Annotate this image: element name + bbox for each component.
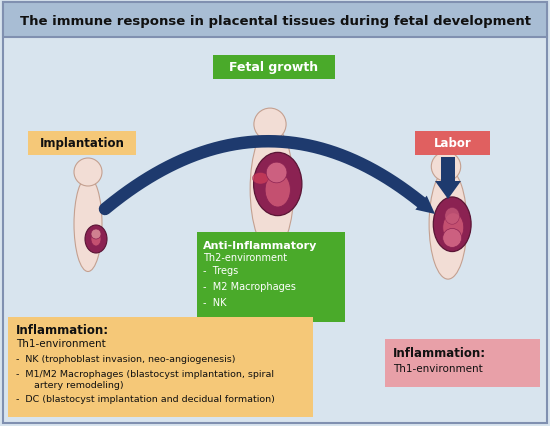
FancyArrow shape: [435, 158, 461, 199]
Text: Th1-environment: Th1-environment: [393, 363, 483, 373]
Text: Inflammation:: Inflammation:: [393, 347, 486, 360]
Text: -  NK (trophoblast invasion, neo-angiogenesis): - NK (trophoblast invasion, neo-angiogen…: [16, 355, 235, 364]
Text: Inflammation:: Inflammation:: [16, 324, 109, 337]
Text: Fetal growth: Fetal growth: [229, 61, 318, 74]
Text: -  Tregs: - Tregs: [203, 265, 238, 275]
Bar: [213, 56, 335, 80]
Text: Th1-environment: Th1-environment: [16, 338, 106, 348]
Ellipse shape: [254, 153, 302, 216]
Ellipse shape: [433, 198, 471, 252]
Text: Implantation: Implantation: [40, 137, 124, 150]
Circle shape: [254, 109, 286, 141]
Text: -  NK: - NK: [203, 297, 227, 307]
Circle shape: [443, 229, 461, 248]
Text: -  M2 Macrophages: - M2 Macrophages: [203, 281, 296, 291]
Text: The immune response in placental tissues during fetal development: The immune response in placental tissues…: [19, 14, 531, 27]
Text: -  DC (blastocyst implantation and decidual formation): - DC (blastocyst implantation and decidu…: [16, 394, 275, 403]
Ellipse shape: [74, 177, 102, 272]
Circle shape: [266, 163, 287, 184]
Ellipse shape: [443, 213, 464, 242]
Text: -  M1/M2 Macrophages (blastocyst implantation, spiral: - M1/M2 Macrophages (blastocyst implanta…: [16, 370, 274, 379]
Circle shape: [431, 153, 461, 182]
Polygon shape: [415, 196, 435, 215]
Bar: [3, 3, 547, 38]
Ellipse shape: [429, 170, 467, 279]
Ellipse shape: [252, 173, 268, 184]
Bar: [197, 233, 345, 322]
Bar: [28, 132, 136, 155]
Bar: [8, 317, 313, 417]
Ellipse shape: [85, 225, 107, 253]
Ellipse shape: [250, 127, 294, 253]
Circle shape: [74, 158, 102, 187]
Text: Labor: Labor: [433, 137, 471, 150]
Bar: [415, 132, 490, 155]
Ellipse shape: [91, 233, 101, 246]
Text: Th2-environment: Th2-environment: [203, 253, 287, 262]
Ellipse shape: [445, 208, 460, 225]
Circle shape: [91, 230, 101, 239]
Text: Anti-Inflammatory: Anti-Inflammatory: [203, 240, 317, 250]
Ellipse shape: [265, 173, 290, 207]
Bar: [385, 339, 540, 387]
Text: artery remodeling): artery remodeling): [16, 380, 124, 390]
